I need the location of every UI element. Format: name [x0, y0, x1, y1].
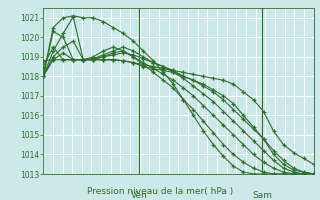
Text: Sam: Sam	[252, 191, 272, 200]
Text: Pression niveau de la mer( hPa ): Pression niveau de la mer( hPa )	[87, 187, 233, 196]
Text: Ven: Ven	[131, 191, 148, 200]
